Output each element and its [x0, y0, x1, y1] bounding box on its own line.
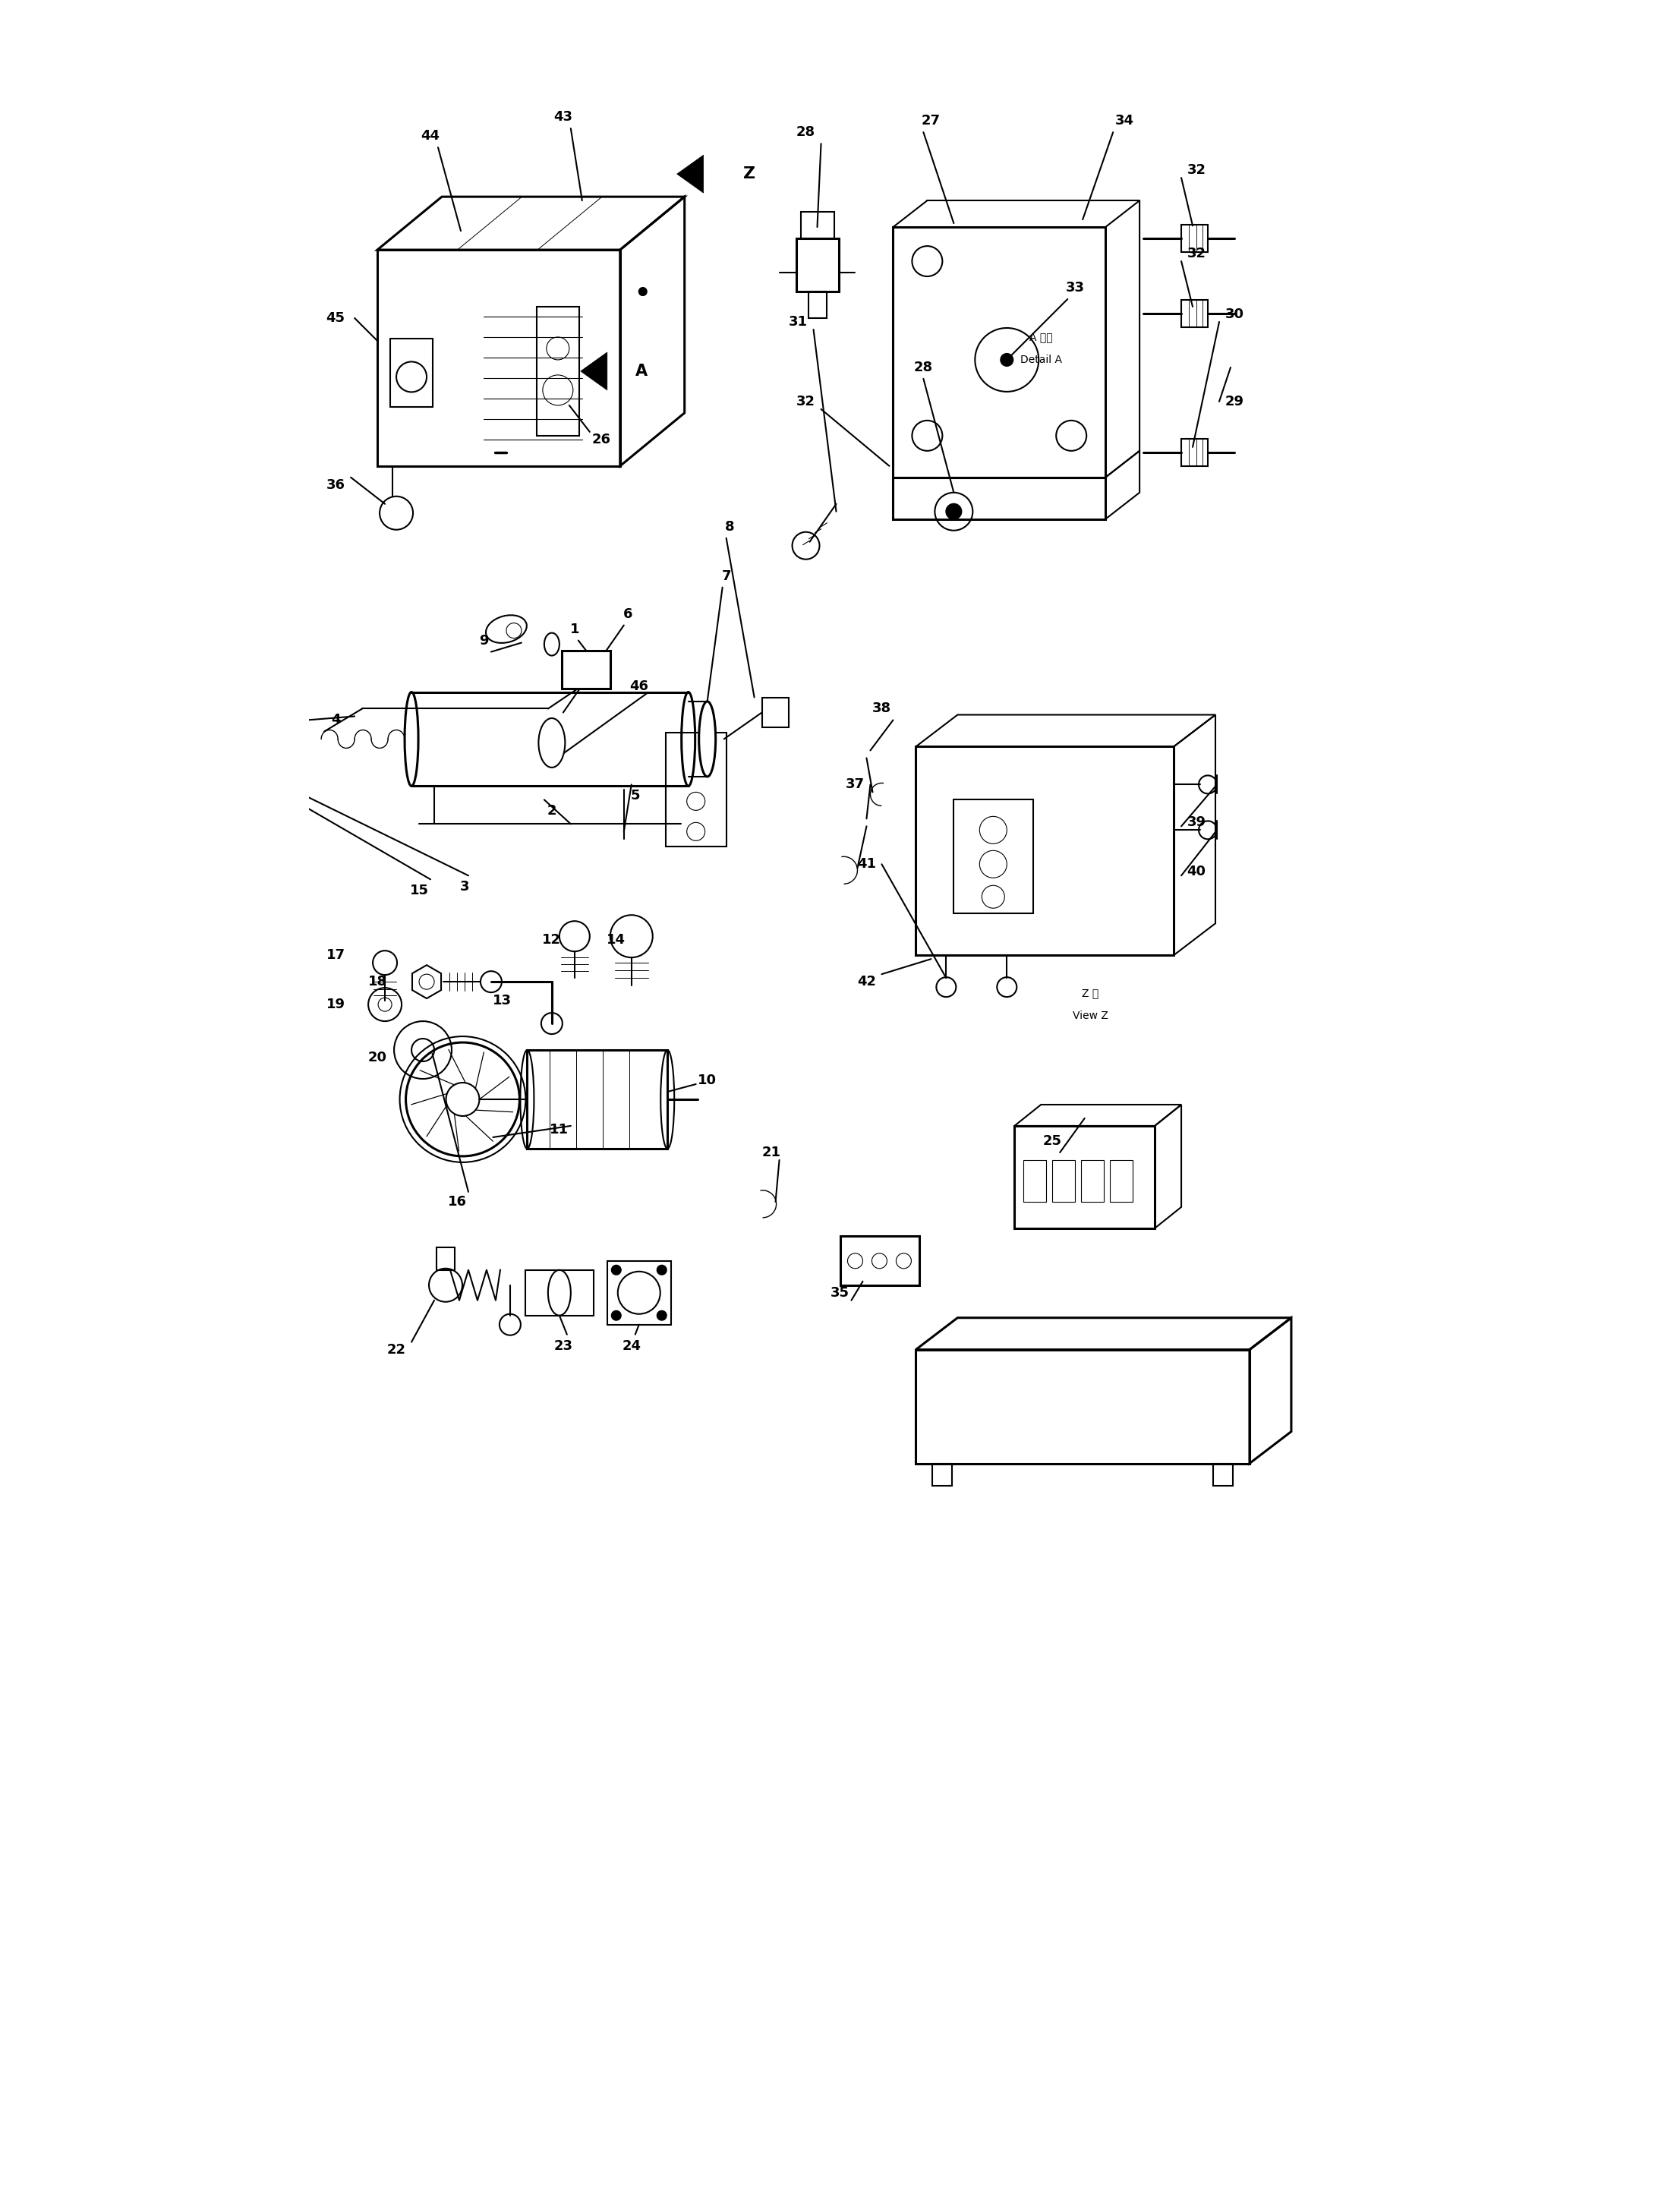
Text: 25: 25 [1043, 1134, 1062, 1147]
Text: 5: 5 [630, 789, 640, 802]
Bar [1110, 1160, 1132, 1202]
Text: 10: 10 [697, 1073, 717, 1088]
Bar [260, 697, 297, 780]
Text: 39: 39 [1188, 815, 1206, 830]
Bar [536, 306, 580, 435]
Text: 28: 28 [796, 125, 815, 140]
Polygon shape [581, 352, 606, 391]
Circle shape [946, 505, 961, 520]
Bar [255, 789, 291, 822]
Text: Z: Z [743, 166, 754, 181]
Bar [606, 1261, 670, 1324]
Text: 37: 37 [845, 778, 865, 791]
Text: A: A [635, 363, 647, 378]
Circle shape [612, 1265, 622, 1274]
Bar [1181, 299, 1208, 328]
Text: 2: 2 [548, 804, 556, 817]
Text: 22: 22 [386, 1344, 407, 1357]
Circle shape [657, 1311, 667, 1320]
Bar [1213, 1464, 1233, 1486]
Text: 14: 14 [606, 933, 625, 946]
Bar [808, 291, 827, 319]
Text: 28: 28 [914, 361, 932, 374]
Text: 11: 11 [549, 1123, 570, 1136]
Text: 43: 43 [554, 109, 573, 125]
Text: 38: 38 [872, 701, 892, 714]
Text: A 詳細: A 詳細 [1030, 332, 1053, 343]
Bar [437, 1248, 455, 1269]
Text: 8: 8 [726, 520, 734, 533]
Text: 34: 34 [1116, 114, 1134, 127]
Bar [561, 651, 610, 688]
Text: 46: 46 [630, 680, 648, 693]
Bar [932, 1464, 953, 1486]
Bar [796, 238, 838, 291]
Text: 18: 18 [368, 975, 386, 988]
Text: 20: 20 [368, 1051, 386, 1064]
Text: 32: 32 [796, 395, 815, 409]
Text: 1: 1 [570, 623, 580, 636]
Circle shape [638, 288, 647, 295]
Text: Detail A: Detail A [1020, 354, 1062, 365]
Text: 45: 45 [326, 310, 344, 326]
Bar [1181, 225, 1208, 251]
Circle shape [612, 1311, 622, 1320]
Text: 27: 27 [922, 114, 941, 127]
Text: 29: 29 [1225, 395, 1243, 409]
Ellipse shape [699, 701, 716, 776]
Bar [526, 1269, 593, 1315]
Bar [840, 1237, 919, 1285]
Bar [1052, 1160, 1075, 1202]
Text: 36: 36 [326, 479, 344, 492]
Bar [763, 697, 788, 728]
Bar [528, 1051, 667, 1149]
Circle shape [1001, 354, 1013, 365]
Bar [1181, 439, 1208, 465]
Text: 17: 17 [326, 948, 344, 961]
Text: 12: 12 [543, 933, 561, 946]
Text: 31: 31 [790, 315, 808, 328]
Text: 21: 21 [763, 1145, 781, 1160]
Text: 32: 32 [1188, 247, 1206, 260]
Text: 4: 4 [331, 712, 341, 728]
Text: 26: 26 [591, 433, 610, 446]
Text: 32: 32 [1188, 164, 1206, 177]
Text: 9: 9 [479, 634, 489, 647]
Text: 41: 41 [857, 857, 875, 872]
Text: 23: 23 [554, 1339, 573, 1353]
Text: 13: 13 [492, 994, 512, 1007]
Bar [390, 339, 433, 406]
Bar [1082, 1160, 1104, 1202]
Ellipse shape [539, 719, 564, 767]
Text: 7: 7 [721, 568, 731, 583]
Text: 19: 19 [326, 999, 344, 1012]
Bar [665, 732, 726, 848]
Text: 33: 33 [1065, 282, 1085, 295]
Text: Z 視: Z 視 [1082, 988, 1099, 999]
Polygon shape [677, 155, 704, 192]
Text: 16: 16 [447, 1195, 467, 1208]
Circle shape [657, 1265, 667, 1274]
Bar [1023, 1160, 1047, 1202]
Text: 40: 40 [1188, 865, 1206, 878]
Text: 42: 42 [857, 975, 875, 988]
Text: 6: 6 [623, 607, 632, 621]
Text: 44: 44 [422, 129, 440, 142]
Text: View Z: View Z [1072, 1012, 1109, 1020]
Text: 24: 24 [622, 1339, 642, 1353]
Bar [954, 800, 1033, 913]
Text: 15: 15 [410, 885, 428, 898]
Text: 3: 3 [460, 881, 469, 894]
Bar [801, 212, 833, 238]
Text: 35: 35 [830, 1287, 850, 1300]
Text: 30: 30 [1225, 308, 1243, 321]
